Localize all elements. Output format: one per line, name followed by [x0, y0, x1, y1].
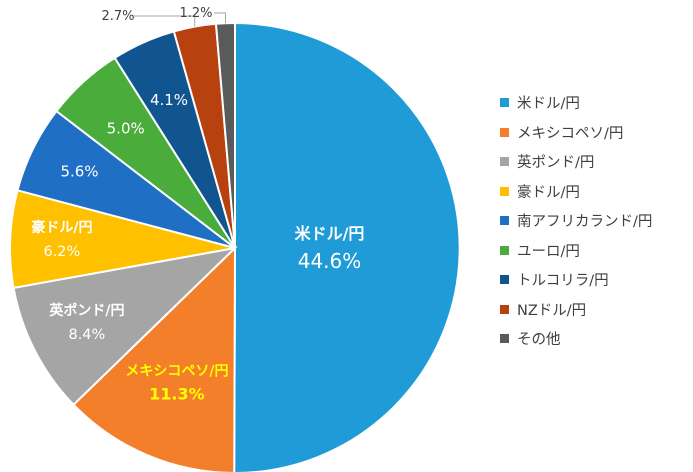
pie-slice-9	[214, 21, 236, 249]
legend-label: ユーロ/円	[517, 243, 580, 260]
legend-swatch	[500, 245, 509, 255]
legend-label: 米ドル/円	[517, 96, 580, 113]
slice-name-label-4: 豪ドル/円	[31, 219, 92, 236]
legend-label: NZドル/円	[517, 302, 587, 319]
legend-swatch	[500, 304, 509, 314]
legend-swatch	[500, 186, 509, 196]
slice-name-label-3: 英ポンド/円	[48, 302, 124, 319]
legend-item: トルコリラ/円	[500, 265, 690, 295]
legend-swatch	[500, 157, 509, 167]
data-label-8: 2.7%	[101, 9, 134, 24]
legend-label: トルコリラ/円	[517, 273, 609, 290]
legend-label: 英ポンド/円	[517, 155, 595, 172]
legend-item: NZドル/円	[500, 295, 690, 325]
data-label-9: 1.2%	[179, 6, 212, 21]
legend-swatch	[500, 127, 509, 137]
pie-slice-2	[72, 245, 237, 472]
legend-item: その他	[500, 324, 690, 354]
data-label-4: 6.2%	[43, 244, 80, 260]
legend-item: 南アフリカランド/円	[500, 206, 690, 236]
pie-slice-1	[233, 21, 461, 472]
slice-name-label-1: 米ドル/円	[295, 224, 365, 243]
data-label-3: 8.4%	[68, 327, 105, 343]
data-label-2: 11.3%	[149, 385, 205, 404]
legend-swatch	[500, 216, 509, 226]
legend-item: 米ドル/円	[500, 88, 690, 118]
legend-swatch	[500, 98, 509, 108]
legend-label: その他	[517, 332, 561, 349]
legend-item: メキシコペソ/円	[500, 118, 690, 148]
legend-label: 豪ドル/円	[517, 184, 580, 201]
slice-name-label-2: メキシコペソ/円	[125, 364, 228, 380]
legend: 米ドル/円メキシコペソ/円 英ポンド/円 豪ドル/円南アフリカランド/円 ユーロ/円ト…	[500, 88, 690, 354]
leader-line-9	[214, 12, 226, 24]
legend-swatch	[500, 275, 509, 285]
legend-label: 南アフリカランド/円	[517, 214, 653, 231]
legend-swatch	[500, 334, 509, 344]
data-label-1: 44.6%	[298, 249, 362, 273]
legend-label: メキシコペソ/円	[517, 125, 624, 142]
legend-item: 豪ドル/円	[500, 177, 690, 207]
legend-item: ユーロ/円	[500, 236, 690, 266]
data-label-6: 5.0%	[107, 119, 145, 137]
data-label-7: 4.1%	[150, 91, 188, 109]
pie-slice-3	[12, 246, 239, 407]
legend-item: 英ポンド/円	[500, 147, 690, 177]
data-label-5: 5.6%	[60, 163, 98, 181]
leader-line-8	[132, 15, 196, 27]
